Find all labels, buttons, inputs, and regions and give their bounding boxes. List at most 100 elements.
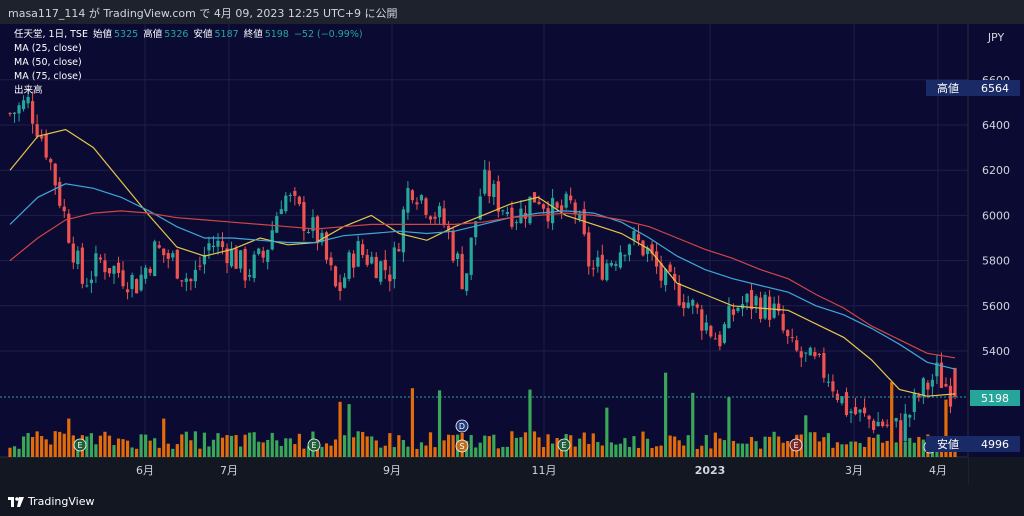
volume-bar	[645, 438, 650, 457]
candle-body	[220, 241, 225, 248]
candle-body	[817, 354, 821, 356]
volume-bar	[238, 446, 243, 457]
candle-body	[614, 264, 618, 266]
candle-body	[293, 191, 297, 196]
candle-body	[745, 293, 749, 303]
volume-bar	[740, 443, 745, 457]
currency-label: JPY	[987, 31, 1005, 44]
candle-body	[40, 136, 44, 139]
volume-bar	[225, 435, 229, 457]
candle-body	[379, 261, 383, 282]
volume-bar	[826, 433, 830, 457]
candle-body	[58, 181, 62, 206]
candle-body	[12, 112, 17, 114]
volume-bar	[510, 431, 514, 457]
candle-body	[388, 274, 392, 282]
volume-bar	[469, 435, 473, 457]
tradingview-brand: TradingView	[28, 495, 95, 508]
time-tick-label: 3月	[845, 464, 863, 477]
volume-bar	[8, 447, 12, 457]
candle-body	[912, 392, 916, 413]
candle-body	[550, 197, 555, 224]
candle-body	[216, 240, 220, 247]
volume-bar	[754, 441, 758, 457]
volume-bar	[777, 436, 781, 457]
volume-bar	[67, 418, 71, 457]
price-tick-label: 6200	[982, 164, 1010, 177]
time-tick-label: 11月	[532, 464, 557, 477]
candle-body	[252, 254, 256, 279]
volume-bar	[528, 389, 532, 457]
volume-bar	[40, 436, 44, 457]
candle-body	[623, 255, 627, 257]
volume-bar	[831, 447, 835, 457]
candle-body	[397, 249, 401, 252]
volume-bar	[749, 436, 754, 457]
tradingview-logo[interactable]: TradingView	[8, 495, 94, 508]
volume-bar	[727, 397, 731, 457]
candle-body	[632, 231, 636, 241]
candle-body	[786, 330, 790, 337]
volume-bar	[297, 433, 301, 457]
candle-body	[899, 420, 903, 442]
high-label: 高値	[143, 29, 163, 40]
candle-body	[80, 247, 84, 284]
volume-bar	[808, 432, 812, 457]
volume-bar	[338, 401, 342, 457]
candle-body	[700, 309, 704, 331]
volume-bar	[908, 437, 912, 457]
candle-body	[777, 303, 781, 312]
candle-body	[270, 230, 274, 250]
candle-body	[474, 221, 478, 238]
price-chart[interactable]: EEDSEED 6600640062006000580056005400 JPY…	[0, 24, 1024, 484]
volume-bar	[220, 437, 225, 457]
legend-ma50[interactable]: MA (50, close)	[14, 57, 82, 68]
volume-bar	[424, 445, 428, 457]
candle-body	[130, 274, 134, 289]
candle-body	[53, 163, 57, 186]
event-marker-letter: E	[77, 441, 82, 450]
volume-bar	[523, 432, 528, 457]
volume-bar	[804, 415, 808, 457]
volume-bar	[691, 392, 695, 457]
candle-body	[333, 266, 338, 287]
candle-body	[401, 209, 405, 253]
volume-bar	[198, 448, 202, 457]
volume-bar	[578, 438, 582, 457]
candle-body	[749, 290, 754, 310]
candle-body	[831, 381, 835, 392]
candle-body	[926, 382, 930, 390]
volume-bar	[302, 448, 306, 457]
volume-bar	[862, 446, 867, 457]
volume-bar	[858, 443, 862, 457]
candle-body	[257, 248, 261, 254]
candle-body	[627, 244, 632, 256]
price-tick-label: 6400	[982, 119, 1010, 132]
volume-bar	[180, 434, 184, 457]
legend-volume[interactable]: 出来高	[14, 85, 43, 96]
volume-bar	[315, 447, 320, 457]
close-value: 5198	[264, 29, 289, 40]
volume-bar	[98, 435, 103, 457]
volume-bar	[252, 432, 256, 457]
volume-bar	[912, 442, 916, 457]
candle-body	[451, 230, 455, 261]
candle-body	[528, 196, 532, 224]
candle-body	[641, 240, 645, 256]
legend-ma75[interactable]: MA (75, close)	[14, 71, 82, 82]
candle-body	[202, 254, 207, 265]
low-tag-label-box	[926, 436, 970, 452]
volume-bar	[44, 439, 48, 457]
open-value: 5325	[114, 29, 139, 40]
candle-body	[148, 268, 152, 273]
candle-body	[953, 367, 957, 397]
volume-bar	[496, 448, 500, 457]
legend-ma25[interactable]: MA (25, close)	[14, 43, 82, 54]
candle-body	[153, 241, 157, 277]
candle-body	[890, 421, 894, 423]
candle-body	[76, 250, 80, 265]
candle-body	[98, 257, 103, 260]
volume-bar	[451, 435, 455, 457]
event-marker-icon	[789, 438, 803, 452]
volume-bar	[505, 446, 509, 457]
